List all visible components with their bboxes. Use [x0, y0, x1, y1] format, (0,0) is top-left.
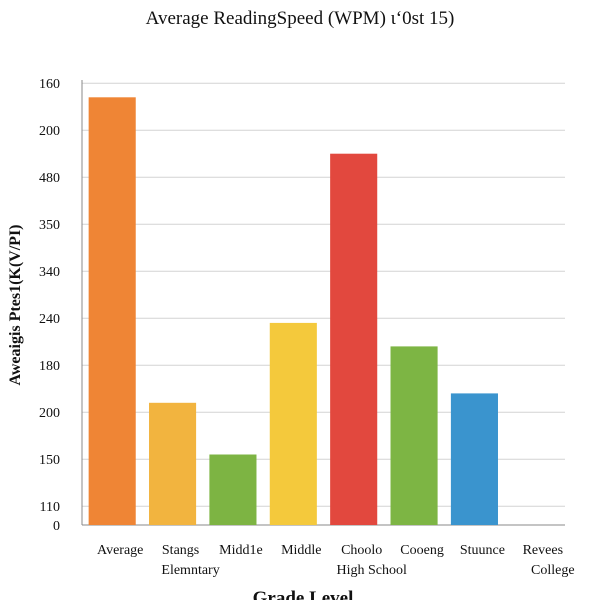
x-tick-label: Revees: [523, 543, 563, 558]
y-tick-label: 480: [39, 171, 60, 186]
y-tick-label: 240: [39, 312, 60, 327]
y-tick-label: 150: [39, 453, 60, 468]
chart-title: Average ReadingSpeed (WPM) ɩ‘0st 15): [146, 8, 455, 29]
bar: [149, 402, 197, 525]
y-tick-label: 200: [39, 406, 60, 421]
x-tick-label: Average: [97, 543, 143, 558]
x-tick-label: Cooeng: [400, 543, 444, 558]
bar: [88, 97, 136, 526]
x-tick-label: Midd1e: [219, 543, 263, 558]
x-tick-label: Stuunce: [460, 543, 505, 558]
y-tick-label: 110: [40, 500, 60, 515]
x-tick-label: Elemntary: [161, 563, 219, 578]
bar: [450, 393, 498, 525]
x-tick-label: College: [531, 563, 575, 578]
x-tick-label: High School: [336, 563, 407, 578]
x-axis-label: Grade Level: [253, 588, 354, 600]
y-tick-label: 340: [39, 265, 60, 280]
y-tick-label: 350: [39, 218, 60, 233]
bar: [269, 322, 317, 525]
x-tick-label: Choolo: [341, 543, 382, 558]
y-tick-label: 200: [39, 124, 60, 139]
x-tick-label: Middle: [281, 543, 321, 558]
bar: [209, 454, 257, 525]
bar: [390, 346, 438, 525]
bar: [330, 153, 378, 525]
x-tick-label: Stangs: [162, 543, 199, 558]
y-tick-label: 160: [39, 77, 60, 92]
y-tick-label: 180: [39, 359, 60, 374]
y-axis-label: Aweaigis Ptes1(K(V/PI): [7, 225, 24, 386]
y-tick-label: 0: [53, 519, 60, 534]
